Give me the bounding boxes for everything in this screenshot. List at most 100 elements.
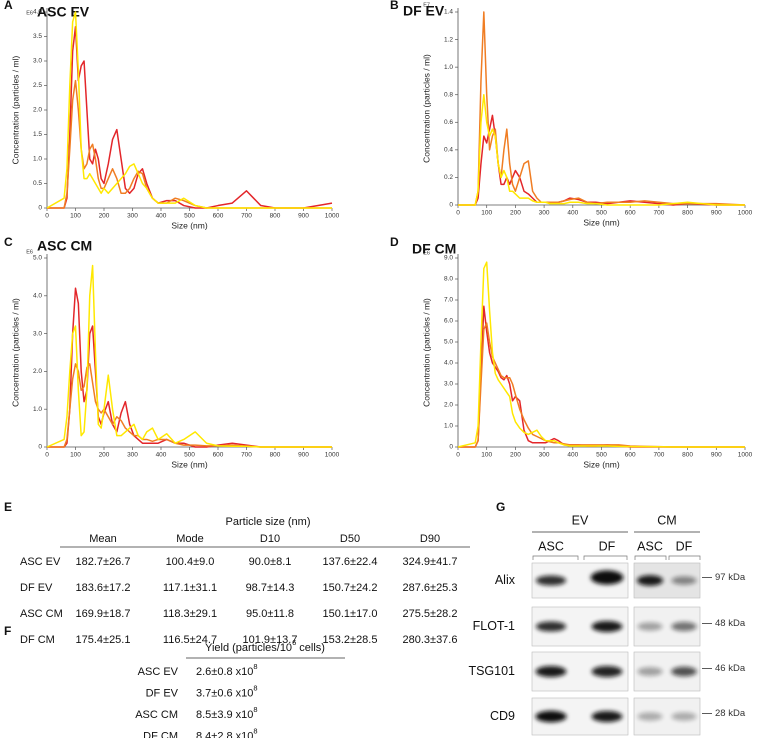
yield-exponent: 8 (253, 662, 257, 671)
chart-title: DF CM (412, 241, 456, 257)
title-superscript: 6 (292, 638, 296, 647)
x-tick-label: 600 (625, 452, 636, 459)
table-cell: 275.5±28.2 (403, 608, 458, 620)
y-tick-label: 9.0 (444, 255, 453, 262)
table-cell: 324.9±41.7 (403, 556, 458, 568)
x-tick-label: 500 (184, 452, 195, 459)
y-tick-label: 1.2 (444, 36, 453, 43)
y-axis-label: Concentration (particles / ml) (421, 298, 431, 407)
series-line (46, 264, 332, 448)
title-text: Yield (particles/10 (205, 642, 292, 654)
y-tick-label: 1.5 (33, 131, 42, 138)
blot-band (671, 621, 697, 632)
x-tick-label: 900 (298, 213, 309, 220)
blot-row-label: FLOT-1 (473, 619, 515, 633)
table-cell: 137.6±22.4 (323, 556, 378, 568)
x-axis-label: Size (nm) (171, 220, 208, 230)
series-line (458, 322, 745, 448)
blot-band (671, 576, 697, 585)
x-tick-label: 0 (45, 452, 49, 459)
y-tick-label: 0.6 (444, 119, 453, 126)
panel-label: F (4, 624, 11, 638)
yield-exponent: 8 (253, 684, 257, 693)
group-label: EV (572, 513, 589, 527)
x-tick-label: 700 (241, 452, 252, 459)
y-tick-label: 4.0 (33, 9, 42, 16)
x-tick-label: 800 (270, 213, 281, 220)
chart-title: DF EV (403, 3, 445, 19)
y-tick-label: 3.5 (33, 33, 42, 40)
blot-band (591, 666, 623, 677)
x-tick-label: 0 (456, 210, 460, 217)
x-tick-label: 800 (682, 452, 693, 459)
x-tick-label: 900 (711, 452, 722, 459)
x-axis-label: Size (nm) (171, 459, 208, 469)
y-axis-label: Concentration (particles / ml) (421, 54, 431, 163)
title-text: cells) (296, 642, 325, 654)
yield-base: 8.5±3.9 x10 (196, 709, 253, 721)
row-label: DF EV (20, 582, 53, 594)
row-label: ASC CM (20, 608, 63, 620)
blot-band (535, 666, 567, 677)
table-cell: 287.6±25.3 (403, 582, 458, 594)
blot-row-label: CD9 (490, 709, 515, 723)
table-cell: 90.0±8.1 (249, 556, 292, 568)
yield-base: 2.6±0.8 x10 (196, 666, 253, 678)
y-tick-label: 1.0 (444, 64, 453, 71)
x-tick-label: 300 (127, 213, 138, 220)
x-tick-label: 100 (70, 213, 81, 220)
table-cell: 150.7±24.2 (323, 582, 378, 594)
y-tick-label: 4.0 (444, 360, 453, 367)
x-tick-label: 900 (711, 210, 722, 217)
yield-exponent: 8 (253, 727, 257, 736)
series-line (458, 93, 745, 206)
x-tick-label: 1000 (738, 210, 753, 217)
yield-value: 8.5±3.9 x108 (196, 705, 258, 720)
x-axis-label: Size (nm) (583, 459, 620, 469)
y-tick-label: 0.5 (33, 180, 42, 187)
x-tick-label: 500 (596, 210, 607, 217)
blot-band (671, 712, 697, 721)
x-tick-label: 300 (539, 452, 550, 459)
x-tick-label: 200 (510, 452, 521, 459)
row-label: DF EV (146, 687, 179, 699)
series-line (458, 114, 745, 206)
series-line (457, 261, 745, 448)
lane-label: DF (599, 539, 616, 553)
blot-band (535, 710, 567, 723)
table-cell: 101.9±13.7 (243, 634, 298, 646)
y-tick-label: 5.0 (444, 339, 453, 346)
column-header: Mode (176, 533, 204, 545)
x-tick-label: 0 (45, 213, 49, 220)
y-tick-label: 1.0 (33, 406, 42, 413)
row-label: ASC CM (135, 709, 178, 721)
series-line (46, 11, 332, 209)
table-cell: 169.9±18.7 (76, 608, 131, 620)
blot-band (636, 575, 664, 586)
x-tick-label: 200 (99, 213, 110, 220)
x-tick-label: 400 (156, 213, 167, 220)
x-tick-label: 1000 (738, 452, 753, 459)
x-tick-label: 500 (184, 213, 195, 220)
yield-exponent: 8 (253, 705, 257, 714)
x-tick-label: 400 (567, 210, 578, 217)
x-tick-label: 1000 (325, 213, 340, 220)
y-tick-label: 0.8 (444, 91, 453, 98)
table-cell: 116.5±24.7 (163, 634, 217, 646)
x-tick-label: 400 (567, 452, 578, 459)
y-tick-label: 2.0 (444, 402, 453, 409)
panel-label: B (390, 0, 399, 12)
yield-base: 3.7±0.6 x10 (196, 687, 253, 699)
size-label: 97 kDa (715, 572, 746, 583)
column-header: D10 (260, 533, 280, 545)
y-tick-label: 5.0 (33, 255, 42, 262)
panel-label: E (4, 500, 12, 514)
lane-bracket (583, 555, 628, 560)
blot-band (637, 712, 663, 721)
y-tick-label: 0 (449, 444, 453, 451)
x-tick-label: 700 (653, 452, 664, 459)
table-cell: 153.2±28.5 (323, 634, 378, 646)
table-cell: 117.1±31.1 (163, 582, 217, 594)
y-tick-label: 4.0 (33, 293, 42, 300)
row-label: DF CM (20, 634, 55, 646)
